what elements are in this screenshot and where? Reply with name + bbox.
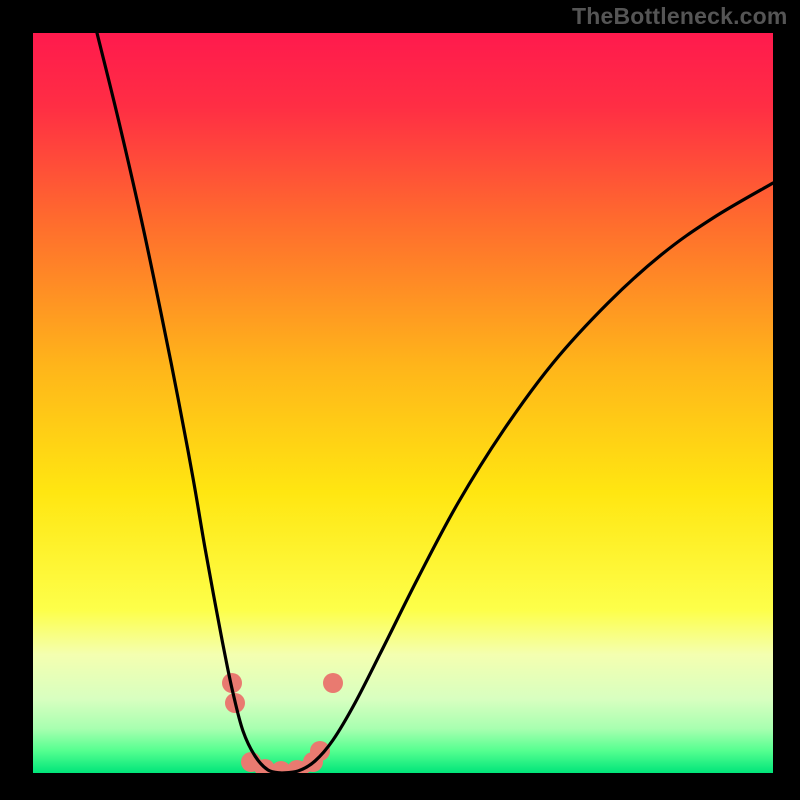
chart-container: TheBottleneck.com [0,0,800,800]
data-marker [323,673,343,693]
bottleneck-curve [33,33,773,773]
curve-right [281,183,773,773]
watermark-text: TheBottleneck.com [572,3,788,30]
curve-left [97,33,281,773]
plot-area [33,33,773,773]
